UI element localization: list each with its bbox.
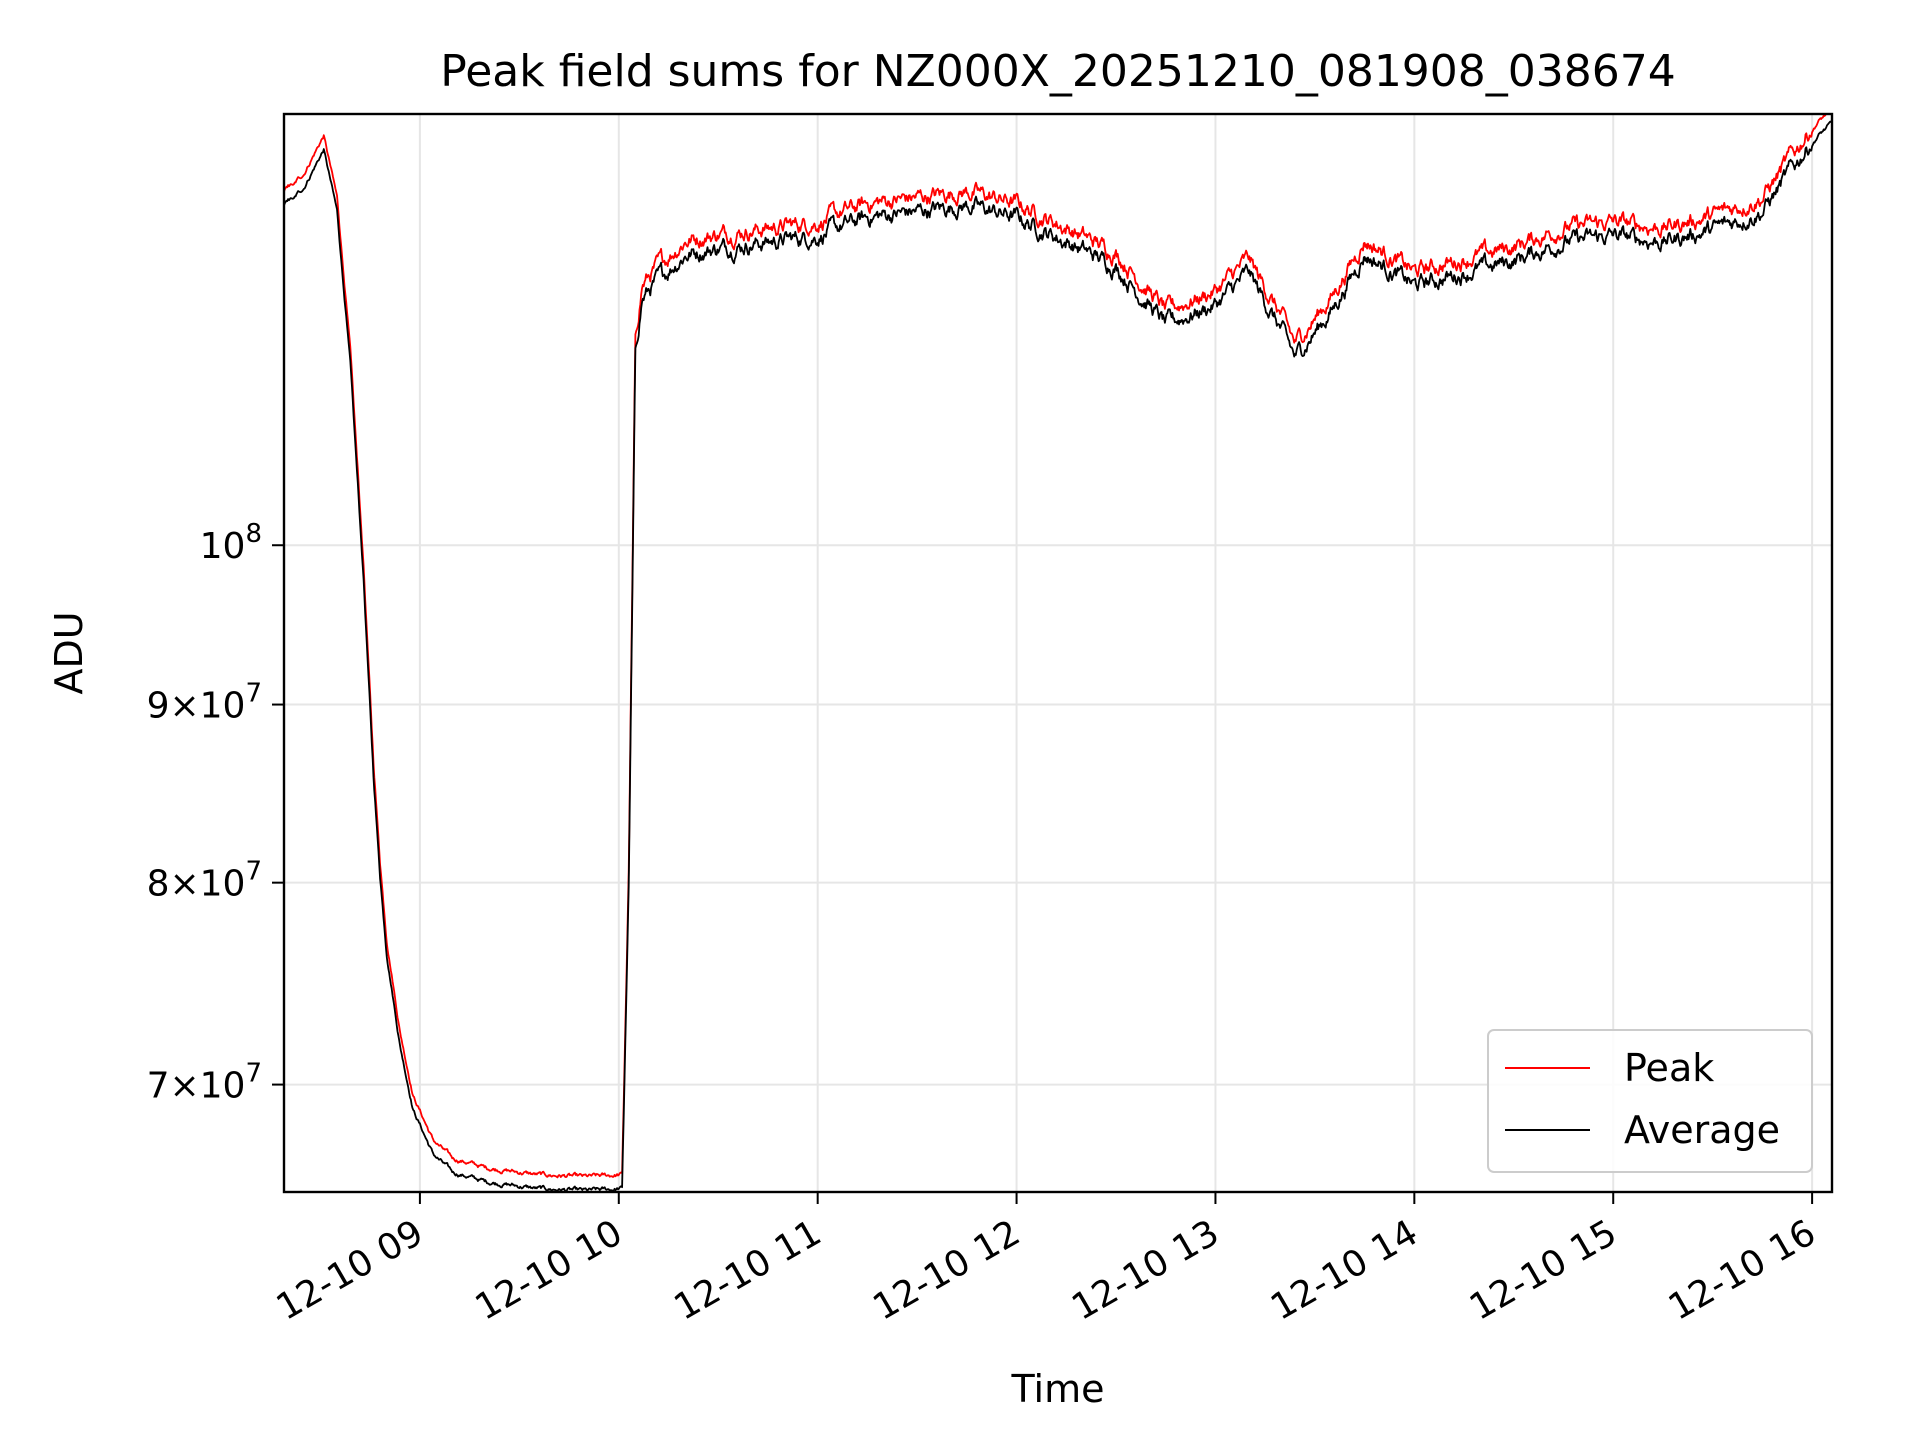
y-tick-exponent: 8 [245, 519, 262, 549]
y-tick-base: 10 [200, 1066, 246, 1107]
y-tick-exponent: 7 [245, 679, 262, 709]
plot-frame [282, 112, 1834, 1194]
y-tick-label: 8×107 [147, 857, 262, 905]
legend: Peak Average [1487, 1029, 1813, 1173]
y-tick-coefficient: 9 [147, 686, 170, 727]
y-tick-exponent: 7 [245, 1059, 262, 1089]
y-tick-base: 10 [200, 864, 246, 905]
series-line-average [284, 120, 1832, 1192]
y-tick-base: 10 [200, 686, 246, 727]
y-tick-coefficient: 8 [147, 864, 170, 905]
y-tick-times: × [169, 1066, 199, 1107]
y-tick-exponent: 7 [245, 857, 262, 887]
y-tick-label: 108 [200, 519, 262, 567]
series-layer [284, 114, 1832, 1192]
legend-label-peak: Peak [1624, 1046, 1714, 1090]
y-tick-label: 7×107 [147, 1059, 262, 1107]
legend-box [1487, 1029, 1813, 1173]
y-tick-times: × [169, 864, 199, 905]
chart-title: Peak field sums for NZ000X_20251210_0819… [440, 46, 1676, 97]
y-tick-coefficient: 7 [147, 1066, 170, 1107]
y-axis-label: ADU [47, 611, 91, 694]
y-tick-label: 9×107 [147, 679, 262, 727]
y-tick-times: × [169, 686, 199, 727]
y-tick-base: 10 [200, 526, 246, 567]
grid [284, 114, 1832, 1192]
series-line-peak [284, 114, 1827, 1179]
x-axis-label: Time [1011, 1367, 1105, 1411]
legend-label-average: Average [1624, 1108, 1780, 1152]
